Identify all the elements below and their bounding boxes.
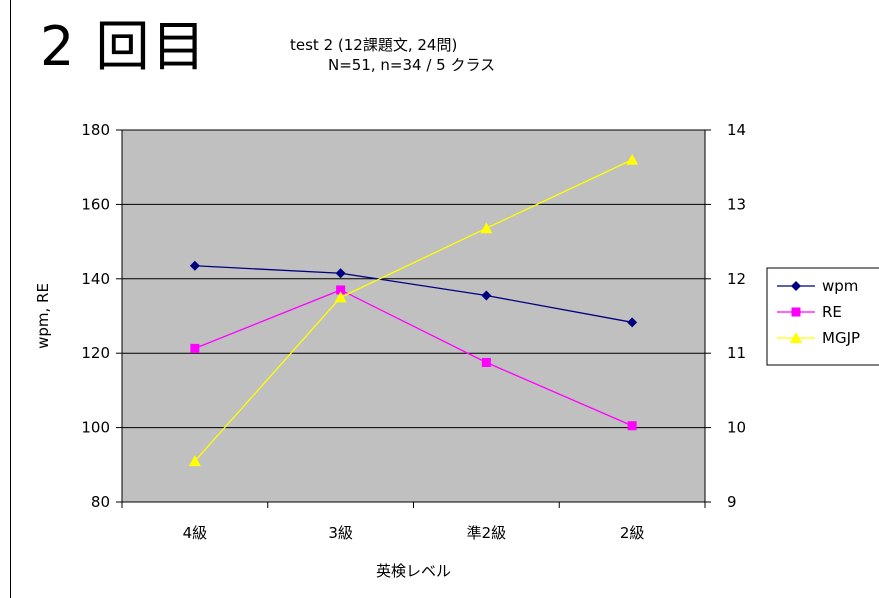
figure-frame [10,0,879,598]
data-point-wpm [481,290,492,301]
y2-tick-label: 13 [727,195,746,213]
legend-marker-re [791,307,801,317]
y2-tick-label: 10 [727,419,746,437]
data-point-mgjp [626,153,639,165]
legend-label-re: RE [822,303,842,321]
legend-label-wpm: wpm [822,277,858,295]
data-point-re [627,421,637,431]
chart-title: test 2 (12課題文, 24問) N=51, n=34 / 5 クラス [290,35,590,76]
data-point-re [190,343,200,353]
y2-tick-label: 11 [727,344,746,362]
legend-marker-mgjp [790,332,802,343]
x-tick-label: 3級 [328,524,353,542]
legend: wpm RE MGJP [766,267,879,366]
x-tick-label: 準2級 [467,524,507,542]
session-title: 2 回目 [40,15,208,78]
legend-marker-wpm [791,281,801,291]
y-axis-title: wpm, RE [34,283,52,349]
data-point-wpm [189,260,200,271]
data-point-mgjp [188,455,201,467]
y2-tick-label: 9 [727,493,737,511]
series-line-wpm [194,265,633,323]
data-point-re [481,358,491,367]
series-line-re [194,289,633,427]
data-point-mgjp [334,291,347,303]
chart-title-line-2: N=51, n=34 / 5 クラス [328,56,496,75]
x-axis-title: 英検レベル [376,562,451,580]
y2-tick-label: 14 [727,121,746,139]
data-point-mgjp [480,222,493,234]
x-tick-label: 4級 [183,524,208,542]
axes: 80 100 120 140 160 180 9 10 11 12 13 14 4級 3級 準2級 2級英検レ… [34,121,746,580]
plot-area [121,129,706,503]
legend-label-mgjp: MGJP [822,329,860,347]
y-tick-label: 140 [81,270,110,288]
series-lines [188,153,639,467]
y-tick-label: 180 [81,121,110,139]
data-point-wpm [335,268,346,279]
plot-background [121,129,706,503]
y2-tick-label: 12 [727,270,746,288]
x-tick-label: 2級 [620,524,645,542]
data-point-wpm [627,317,638,328]
y-tick-label: 80 [91,493,110,511]
y-tick-label: 100 [81,419,110,437]
y-tick-label: 160 [81,195,110,213]
series-line-mgjp [194,159,633,462]
chart-title-line-1: test 2 (12課題文, 24問) [290,36,458,54]
legend-box [766,267,879,366]
y-tick-label: 120 [81,344,110,362]
data-point-re [336,285,346,295]
